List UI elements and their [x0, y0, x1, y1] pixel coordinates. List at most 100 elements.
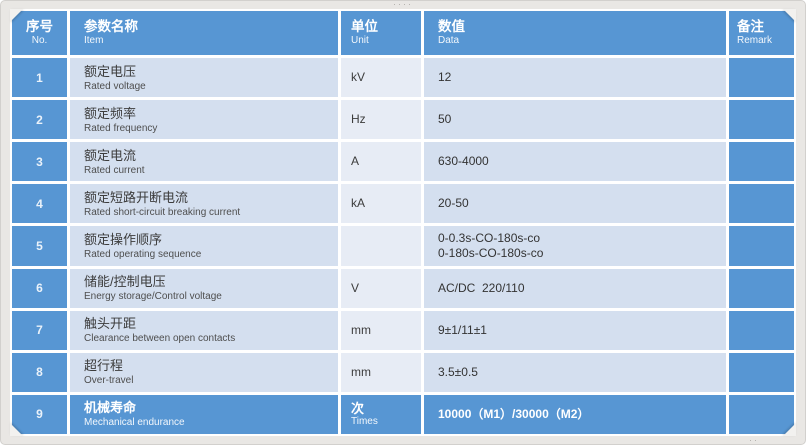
row-number: 6: [36, 281, 43, 296]
row-number: 2: [36, 112, 43, 127]
table-header-row: 序号 No. 参数名称 Item 单位 Unit 数值 Data 备注 Rema…: [12, 11, 794, 55]
row-number-cell: 2: [12, 100, 67, 140]
header-data-zh: 数值: [438, 19, 465, 34]
page-curl-top-left: [10, 9, 23, 22]
item-name-en: Rated voltage: [84, 80, 146, 92]
data-cell: 50: [424, 100, 726, 140]
data-value-line2: 0-180s-CO-180s-co: [438, 245, 544, 260]
table-row: 7 触头开距 Clearance between open contacts m…: [12, 310, 794, 350]
data-value-line1: 12: [438, 70, 452, 85]
header-cell-unit: 单位 Unit: [341, 11, 421, 55]
item-name-zh: 额定频率: [84, 105, 137, 121]
header-no-zh: 序号: [26, 19, 53, 34]
item-name-en: Energy storage/Control voltage: [84, 291, 222, 303]
row-number-cell: 1: [12, 58, 67, 98]
unit-value: kV: [351, 70, 366, 85]
item-name-zh: 超行程: [84, 358, 124, 374]
unit-cell: V: [341, 268, 421, 308]
remark-cell: [729, 310, 794, 350]
unit-cell: Hz: [341, 100, 421, 140]
row-number-cell: 4: [12, 184, 67, 224]
table-row: 4 额定短路开断电流 Rated short-circuit breaking …: [12, 184, 794, 224]
header-cell-data: 数值 Data: [424, 11, 726, 55]
item-cell: 触头开距 Clearance between open contacts: [70, 310, 338, 350]
header-unit-en: Unit: [351, 35, 369, 46]
row-number: 8: [36, 365, 43, 380]
remark-cell: [729, 184, 794, 224]
data-cell: 630-4000: [424, 142, 726, 182]
row-number: 3: [36, 154, 43, 169]
item-cell: 额定操作顺序 Rated operating sequence: [70, 226, 338, 266]
row-number: 9: [36, 407, 43, 422]
item-cell: 额定电压 Rated voltage: [70, 58, 338, 98]
header-item-zh: 参数名称: [84, 19, 138, 34]
header-data-en: Data: [438, 35, 460, 46]
row-number-cell: 3: [12, 142, 67, 182]
remark-cell: [729, 352, 794, 392]
item-name-en: Rated frequency: [84, 122, 158, 134]
row-number: 7: [36, 323, 43, 338]
data-value-line1: 50: [438, 112, 452, 127]
page-curl-bottom-right: [783, 423, 796, 436]
item-cell: 额定电流 Rated current: [70, 142, 338, 182]
data-value-line1: 0-0.3s-CO-180s-co: [438, 230, 541, 245]
data-cell: AC/DC 220/110: [424, 268, 726, 308]
page-curl-bottom-left: [10, 423, 23, 436]
header-item-en: Item: [84, 35, 104, 46]
unit-cell: 次 Times: [341, 394, 421, 434]
header-cell-remark: 备注 Remark: [729, 11, 794, 55]
item-name-en: Mechanical endurance: [84, 417, 185, 429]
table-row: 8 超行程 Over-travel mm 3.5±0.5: [12, 352, 794, 392]
row-number: 1: [36, 70, 43, 85]
item-cell: 储能/控制电压 Energy storage/Control voltage: [70, 268, 338, 308]
data-cell: 20-50: [424, 184, 726, 224]
unit-value-en: Times: [351, 415, 378, 427]
remark-cell: [729, 226, 794, 266]
row-number: 5: [36, 238, 43, 253]
data-cell: 0-0.3s-CO-180s-co 0-180s-CO-180s-co: [424, 226, 726, 266]
perforation-dots-top: ····: [393, 0, 413, 9]
item-cell: 额定频率 Rated frequency: [70, 100, 338, 140]
table-row: 9 机械寿命 Mechanical endurance 次 Times 1000…: [12, 394, 794, 434]
unit-value: mm: [351, 364, 371, 379]
header-no-en: No.: [31, 35, 48, 46]
table-row: 1 额定电压 Rated voltage kV 12: [12, 58, 794, 98]
unit-value: 次: [351, 400, 365, 416]
data-value-line1: 20-50: [438, 196, 469, 211]
unit-cell: [341, 226, 421, 266]
item-name-zh: 额定电压: [84, 63, 137, 79]
row-number-cell: 7: [12, 310, 67, 350]
header-remark-en: Remark: [737, 35, 773, 46]
item-cell: 机械寿命 Mechanical endurance: [70, 394, 338, 434]
data-cell: 10000（M1）/30000（M2）: [424, 394, 726, 434]
item-name-en: Rated current: [84, 164, 145, 176]
data-cell: 3.5±0.5: [424, 352, 726, 392]
item-name-zh: 额定操作顺序: [84, 231, 163, 247]
data-value-line1: 9±1/11±1: [438, 322, 487, 337]
item-cell: 超行程 Over-travel: [70, 352, 338, 392]
remark-cell: [729, 268, 794, 308]
remark-cell: [729, 58, 794, 98]
unit-cell: kA: [341, 184, 421, 224]
item-name-en: Clearance between open contacts: [84, 333, 236, 345]
unit-cell: mm: [341, 310, 421, 350]
item-name-zh: 额定短路开断电流: [84, 189, 189, 205]
page-curl-top-right: [783, 9, 796, 22]
data-value-line1: 630-4000: [438, 154, 489, 169]
data-value-line1: 3.5±0.5: [438, 364, 478, 379]
row-number: 4: [36, 196, 43, 211]
unit-value: kA: [351, 196, 366, 211]
perforation-dots-bottom: ··: [749, 435, 759, 445]
header-cell-item: 参数名称 Item: [70, 11, 338, 55]
item-name-zh: 额定电流: [84, 147, 137, 163]
row-number-cell: 8: [12, 352, 67, 392]
row-number-cell: 5: [12, 226, 67, 266]
table-row: 3 额定电流 Rated current A 630-4000: [12, 142, 794, 182]
data-cell: 9±1/11±1: [424, 310, 726, 350]
unit-cell: kV: [341, 58, 421, 98]
header-remark-zh: 备注: [737, 19, 764, 34]
data-value-line1: AC/DC 220/110: [438, 280, 525, 295]
remark-cell: [729, 142, 794, 182]
item-name-zh: 储能/控制电压: [84, 274, 166, 290]
